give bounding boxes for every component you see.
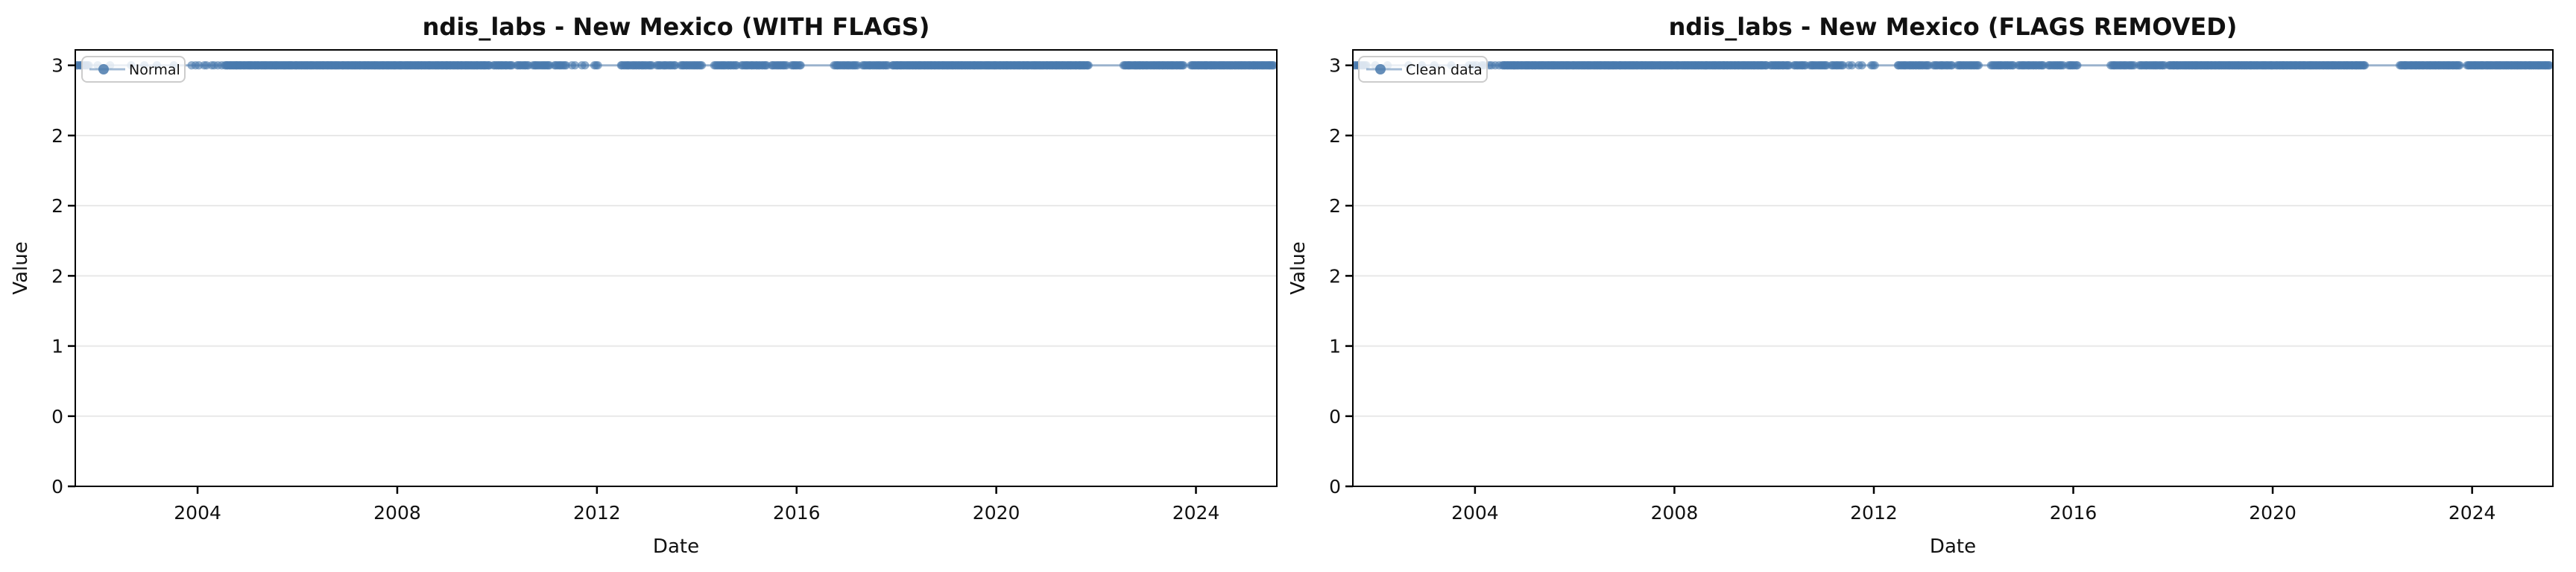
- x-tick-label: 2016: [773, 502, 821, 524]
- axis-ticks: 0 0 1 2 2 2 3 2004 2008 2012 2016 2020 2024: [51, 55, 1219, 524]
- data-point: [561, 61, 570, 70]
- data-point: [1269, 61, 1277, 70]
- y-tick-label: 1: [1329, 336, 1341, 358]
- x-tick-label: 2024: [1172, 502, 1220, 524]
- y-tick-label: 2: [1329, 265, 1341, 287]
- y-tick-label: 2: [1329, 125, 1341, 147]
- data-point: [697, 61, 707, 70]
- axes-frame: [75, 49, 1278, 487]
- y-tick-label: 3: [1329, 55, 1341, 77]
- y-tick-label: 0: [51, 476, 63, 498]
- y-tick-label: 0: [1329, 406, 1341, 428]
- x-axis-label: Date: [1930, 536, 1976, 558]
- x-tick-label: 2016: [2050, 502, 2097, 524]
- x-axis-label: Date: [653, 536, 699, 558]
- data-point: [671, 61, 680, 70]
- legend-marker-icon: [1375, 64, 1386, 74]
- y-tick-label: 2: [51, 195, 63, 217]
- data-point: [2545, 61, 2553, 70]
- data-point: [1974, 61, 1983, 70]
- chart-title: ndis_labs - New Mexico (WITH FLAGS): [423, 13, 930, 41]
- gridlines: [75, 64, 1277, 487]
- x-tick-label: 2024: [2449, 502, 2496, 524]
- data-series: [75, 61, 1277, 70]
- x-tick-label: 2008: [1651, 502, 1699, 524]
- chart-title: ndis_labs - New Mexico (FLAGS REMOVED): [1669, 13, 2238, 41]
- data-point: [1084, 61, 1093, 70]
- data-point: [2073, 61, 2082, 70]
- legend-box: [1358, 56, 1488, 83]
- data-point: [796, 61, 805, 70]
- gridlines: [1353, 64, 2553, 487]
- legend-marker-icon: [98, 64, 109, 74]
- axes-frame: [1352, 49, 2554, 487]
- data-point: [570, 61, 579, 70]
- y-tick-label: 3: [51, 55, 63, 77]
- y-axis-label: Value: [1287, 241, 1310, 294]
- data-point: [1179, 61, 1188, 70]
- data-point: [1838, 61, 1848, 70]
- y-tick-label: 2: [51, 265, 63, 287]
- data-point: [2360, 61, 2370, 70]
- axis-ticks: 0 0 1 2 2 2 3 2004 2008 2012 2016 2020 2024: [1329, 55, 2496, 524]
- data-series: [1353, 61, 2553, 70]
- data-point: [2455, 61, 2464, 70]
- y-tick-label: 2: [51, 125, 63, 147]
- legend: Clean data: [1358, 56, 1488, 83]
- legend-label: Clean data: [1406, 62, 1483, 78]
- x-tick-label: 2004: [1451, 502, 1499, 524]
- y-axis-label: Value: [10, 241, 32, 294]
- data-point: [593, 61, 602, 70]
- x-tick-label: 2020: [973, 502, 1020, 524]
- data-point: [1857, 61, 1866, 70]
- legend-box: [81, 56, 186, 83]
- right-chart: 0 0 1 2 2 2 3 2004 2008 2012 2016 2020 2024 ndis_lab…: [1287, 13, 2554, 558]
- legend: Normal: [81, 56, 186, 83]
- x-tick-label: 2012: [1850, 502, 1898, 524]
- data-point: [1847, 61, 1857, 70]
- legend-label: Normal: [129, 62, 180, 78]
- x-tick-label: 2008: [373, 502, 421, 524]
- data-point: [581, 61, 590, 70]
- x-tick-label: 2012: [573, 502, 621, 524]
- y-tick-label: 2: [1329, 195, 1341, 217]
- y-tick-label: 1: [51, 336, 63, 358]
- data-point: [1870, 61, 1879, 70]
- x-tick-label: 2004: [174, 502, 221, 524]
- y-tick-label: 0: [1329, 476, 1341, 498]
- left-chart: 0 0 1 2 2 2 3 2004 2008 2012 2016 2020 2024 ndis_lab…: [10, 13, 1278, 558]
- y-tick-label: 0: [51, 406, 63, 428]
- x-tick-label: 2020: [2249, 502, 2296, 524]
